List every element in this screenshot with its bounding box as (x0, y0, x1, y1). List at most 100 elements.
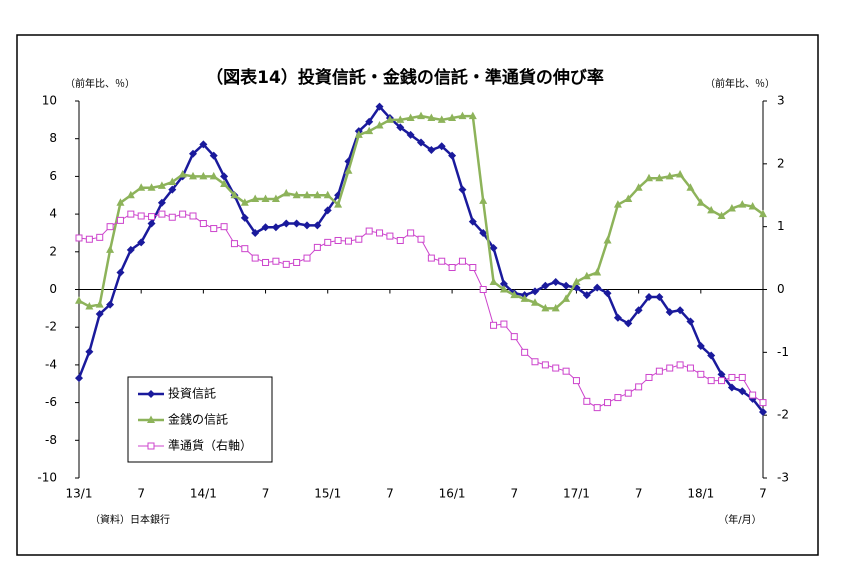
point (95, 300, 104, 308)
point (282, 219, 291, 228)
point (365, 227, 373, 235)
point (106, 300, 115, 309)
point (240, 213, 249, 222)
point (179, 210, 187, 218)
point (489, 244, 498, 253)
point (521, 348, 529, 356)
point (199, 220, 207, 228)
point (365, 117, 374, 126)
legend-label: 投資信託 (168, 386, 216, 401)
point (541, 361, 549, 369)
point (220, 172, 229, 181)
y-tick-label: 10 (42, 94, 57, 108)
point (448, 113, 457, 121)
point (137, 238, 146, 247)
point (520, 294, 529, 302)
point (583, 397, 591, 405)
point (251, 254, 259, 262)
point (344, 237, 352, 245)
y-tick-label: 4 (49, 207, 57, 221)
x-tick-label: 7 (635, 487, 643, 501)
point (386, 232, 394, 240)
point (562, 367, 570, 375)
y2-tick-label: -1 (777, 345, 789, 359)
point (448, 151, 457, 160)
point (624, 194, 633, 203)
point (582, 291, 591, 300)
point (510, 290, 519, 299)
point (157, 181, 166, 189)
point (738, 373, 746, 381)
point (127, 210, 135, 218)
point (407, 229, 415, 237)
point (406, 130, 415, 139)
point (241, 245, 249, 253)
source: （資料）日本銀行 (90, 513, 170, 526)
point (593, 404, 601, 412)
point (655, 367, 663, 375)
point (355, 235, 363, 243)
point (717, 211, 726, 219)
point (199, 140, 208, 149)
point (220, 223, 228, 231)
point (189, 149, 197, 158)
point (126, 190, 135, 199)
point (727, 203, 736, 212)
point (697, 370, 705, 378)
point (157, 198, 166, 207)
point (292, 190, 301, 199)
point (324, 238, 332, 246)
point (323, 190, 332, 199)
point (531, 287, 539, 296)
point (468, 217, 477, 226)
y2-tick-label: 1 (777, 219, 785, 233)
point (199, 171, 208, 180)
point (417, 138, 425, 147)
point (417, 111, 425, 120)
point (116, 268, 125, 277)
point (240, 198, 249, 206)
point (510, 333, 518, 341)
point (396, 115, 405, 123)
point (582, 271, 591, 280)
point (686, 364, 694, 372)
point (448, 264, 456, 272)
point (686, 317, 695, 326)
y-tick-label: -6 (45, 395, 57, 409)
point (168, 185, 177, 194)
point (552, 364, 560, 372)
point (158, 210, 166, 218)
point (75, 296, 83, 304)
point (489, 277, 498, 285)
point (479, 228, 488, 237)
point (396, 236, 404, 244)
x-tick-label: 7 (510, 487, 518, 501)
point (759, 209, 767, 218)
point (499, 285, 508, 293)
point (728, 373, 736, 381)
y2-tick-label: 2 (777, 156, 785, 170)
point (417, 235, 425, 243)
point (282, 188, 291, 197)
point (148, 213, 156, 221)
x-tick-label: 7 (137, 487, 145, 501)
point (427, 254, 435, 262)
point (551, 303, 560, 312)
point (665, 308, 674, 317)
point (562, 294, 571, 302)
point (282, 260, 290, 268)
point (251, 194, 260, 203)
point (531, 298, 539, 306)
point (593, 268, 602, 276)
point (624, 389, 632, 397)
point (251, 228, 260, 237)
legend-marker (147, 442, 155, 450)
x-tick-label: 14/1 (190, 487, 217, 501)
legend-label: 準通貨（右軸） (168, 438, 252, 453)
y2-tick-label: 0 (777, 282, 785, 296)
point (261, 223, 270, 232)
point (147, 183, 156, 191)
frame (16, 34, 819, 556)
y-tick-label: 2 (49, 244, 57, 258)
